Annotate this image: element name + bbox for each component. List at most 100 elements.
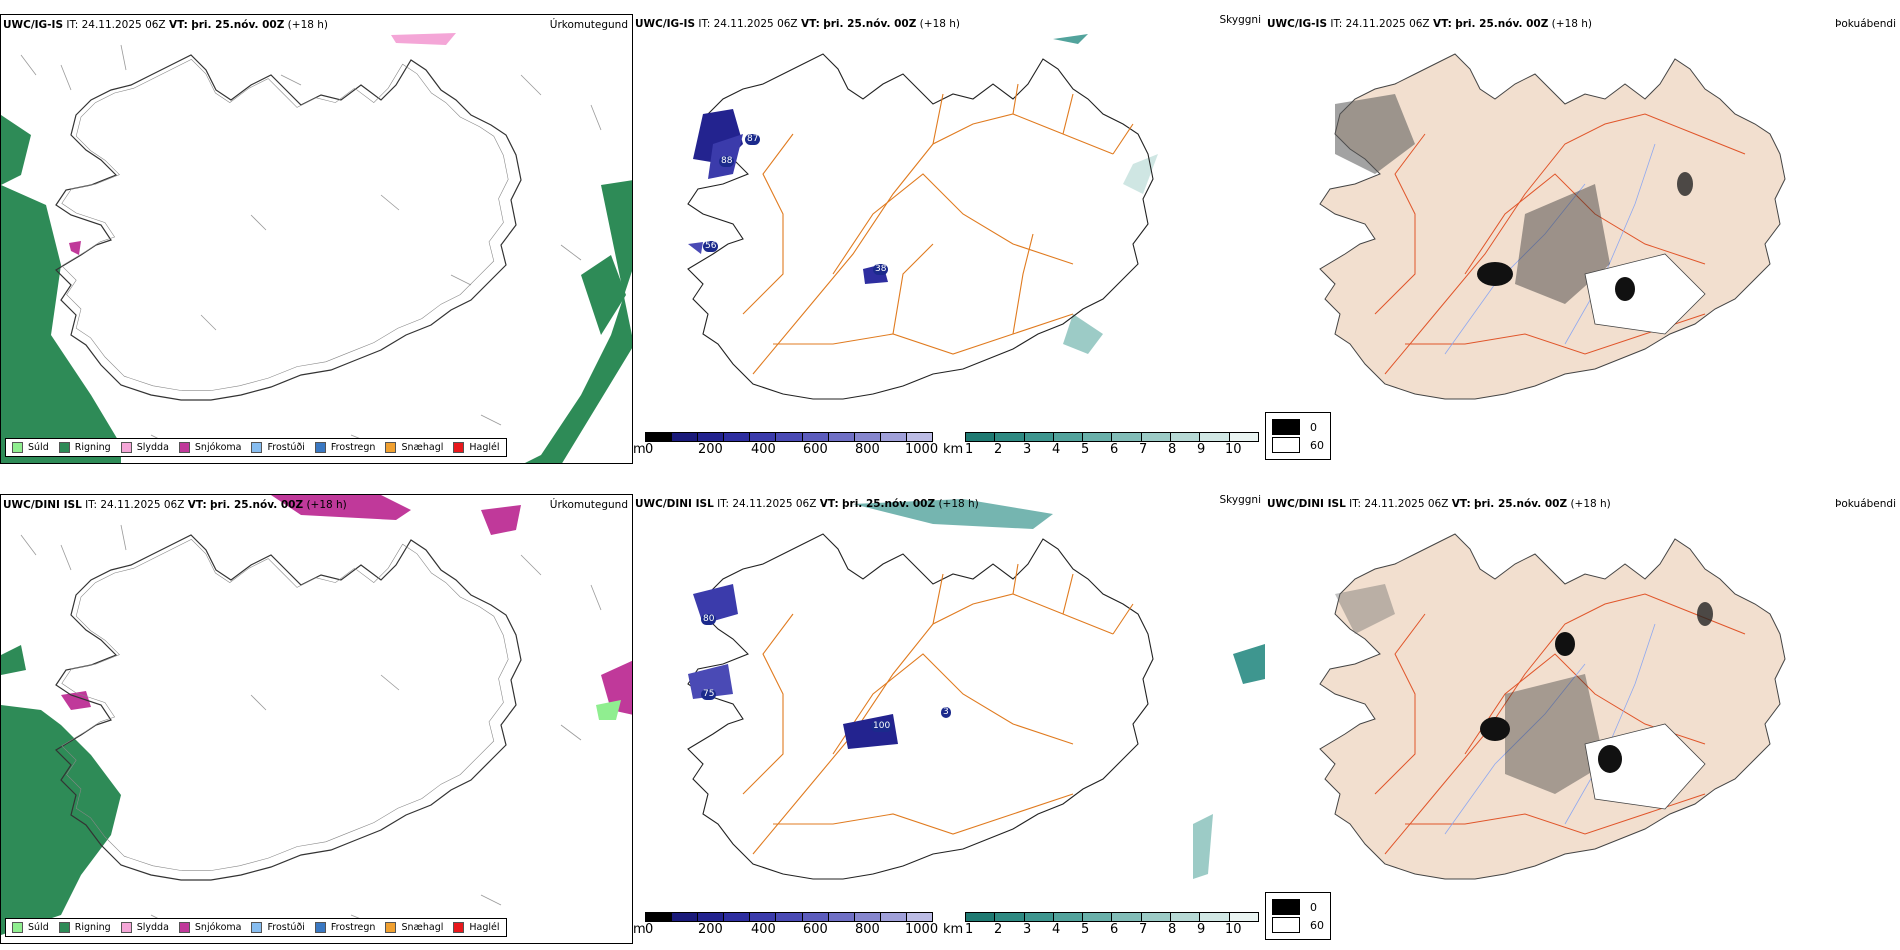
colorbar-tick: 400 <box>751 922 776 937</box>
colorbar-cell <box>724 913 751 921</box>
colorbar-tick: 200 <box>698 922 723 937</box>
legend-item: Rigning <box>58 442 111 453</box>
legend-item: Frostúði <box>251 442 305 453</box>
colorbar-tick: 8 <box>1168 922 1177 937</box>
legend-swatch <box>1272 419 1300 435</box>
colorbar-cell <box>1083 433 1113 441</box>
station-label: 56 <box>703 241 719 252</box>
colorbar-tick: 0 <box>645 922 654 937</box>
legend-item: 60 <box>1272 437 1324 453</box>
cloud-visibility-panel-row2: UWC/DINI ISL IT: 24.11.2025 06Z VT: þri.… <box>633 494 1265 944</box>
station-label: 38 <box>873 264 889 275</box>
legend-swatch <box>120 442 132 453</box>
panel-title: Úrkomutegund <box>549 499 628 511</box>
legend-swatch <box>314 922 326 933</box>
cloud-base-colorbar: m 0 200 400 600 800 1000 <box>633 432 938 462</box>
colorbar-tick: 7 <box>1139 442 1148 457</box>
colorbar-cell <box>698 913 725 921</box>
precip-type-map <box>1 33 632 463</box>
panel-title: Skyggni <box>1219 14 1262 26</box>
colorbar-cell <box>966 913 996 921</box>
colorbar-cell <box>1112 913 1142 921</box>
visibility-colorbar: km 1 2 3 4 5 6 7 8 9 10 <box>943 432 1261 462</box>
panel-header: UWC/DINI ISL IT: 24.11.2025 06Z VT: þri.… <box>3 499 347 511</box>
precip-legend: Súld Rigning Slydda Snjókoma Frostúði Fr… <box>5 918 507 937</box>
legend-item: Slydda <box>120 442 169 453</box>
legend-swatch <box>178 442 190 453</box>
colorbar-cell <box>724 433 751 441</box>
legend-item: Frostúði <box>251 922 305 933</box>
colorbar-tick: 3 <box>1023 442 1032 457</box>
colorbar-tick: 3 <box>1023 922 1032 937</box>
panel-header: UWC/IG-IS IT: 24.11.2025 06Z VT: þri. 25… <box>635 18 961 30</box>
legend-swatch <box>58 442 70 453</box>
legend-item: Slydda <box>120 922 169 933</box>
colorbar-cell <box>1024 433 1054 441</box>
colorbar-cell <box>1112 433 1142 441</box>
legend-swatch <box>385 922 397 933</box>
legend-item: Snjókoma <box>178 442 241 453</box>
colorbar-tick: 10 <box>1225 442 1242 457</box>
colorbar-tick: 2 <box>994 922 1003 937</box>
colorbar-cell <box>802 433 829 441</box>
panel-title: Skyggni <box>1219 494 1262 506</box>
legend-swatch <box>251 922 263 933</box>
colorbar-tick: 4 <box>1052 922 1061 937</box>
legend-item: Súld <box>12 442 49 453</box>
station-label: 88 <box>719 156 735 167</box>
colorbar-tick: 9 <box>1197 922 1206 937</box>
colorbar-tick: 2 <box>994 442 1003 457</box>
colorbar-cell <box>1024 913 1054 921</box>
panel-header: UWC/IG-IS IT: 24.11.2025 06Z VT: þri. 25… <box>3 19 329 31</box>
legend-swatch <box>453 922 465 933</box>
legend-swatch <box>1272 917 1300 933</box>
colorbar-cell <box>1083 913 1113 921</box>
cloud-visibility-panel-row1: UWC/IG-IS IT: 24.11.2025 06Z VT: þri. 25… <box>633 14 1265 464</box>
colorbar-cell <box>995 913 1025 921</box>
colorbar-tick: 600 <box>803 922 828 937</box>
legend-swatch <box>1272 437 1300 453</box>
legend-swatch <box>385 442 397 453</box>
colorbar-tick: 1000 <box>905 922 939 937</box>
colorbar-cell <box>1141 433 1172 441</box>
legend-swatch <box>58 922 70 933</box>
precip-type-panel-row1: UWC/IG-IS IT: 24.11.2025 06Z VT: þri. 25… <box>0 14 633 464</box>
colorbar-cell <box>880 913 907 921</box>
colorbar-tick: 800 <box>855 442 880 457</box>
colorbar-cell <box>995 433 1025 441</box>
legend-swatch <box>314 442 326 453</box>
colorbar-tick: 6 <box>1110 922 1119 937</box>
colorbar-tick: 8 <box>1168 442 1177 457</box>
colorbar-cell <box>1053 433 1084 441</box>
legend-item: Snæhagl <box>385 442 443 453</box>
precip-legend: Súld Rigning Slydda Snjókoma Frostúði Fr… <box>5 438 507 457</box>
station-label: 80 <box>701 614 717 625</box>
colorbar-cell <box>854 913 881 921</box>
colorbar-tick: 1 <box>965 442 974 457</box>
colorbar-cell <box>750 913 777 921</box>
legend-swatch <box>12 922 23 933</box>
colorbar-cell <box>1171 913 1201 921</box>
legend-item: Frostregn <box>314 442 375 453</box>
colorbar-cell <box>776 433 803 441</box>
legend-swatch <box>12 442 23 453</box>
colorbar-cell <box>1141 913 1172 921</box>
legend-item: Snæhagl <box>385 922 443 933</box>
cloud-base-colorbar: m 0 200 400 600 800 1000 <box>633 912 938 942</box>
colorbar-cell <box>672 913 699 921</box>
colorbar-cell <box>880 433 907 441</box>
fog-index-map <box>1319 533 1786 880</box>
legend-item: Rigning <box>58 922 111 933</box>
colorbar-tick: 400 <box>751 442 776 457</box>
colorbar-unit: m <box>633 442 646 457</box>
panel-header: UWC/IG-IS IT: 24.11.2025 06Z VT: þri. 25… <box>1267 18 1593 30</box>
colorbar-tick: 5 <box>1081 922 1090 937</box>
colorbar-cell <box>776 913 803 921</box>
legend-item: Snjókoma <box>178 922 241 933</box>
legend-item: 0 <box>1272 899 1324 915</box>
legend-item: Haglél <box>453 442 500 453</box>
panel-title: Úrkomutegund <box>549 19 628 31</box>
precip-type-panel-row2: UWC/DINI ISL IT: 24.11.2025 06Z VT: þri.… <box>0 494 633 944</box>
colorbar-cell <box>646 433 673 441</box>
station-label: 75 <box>701 689 717 700</box>
